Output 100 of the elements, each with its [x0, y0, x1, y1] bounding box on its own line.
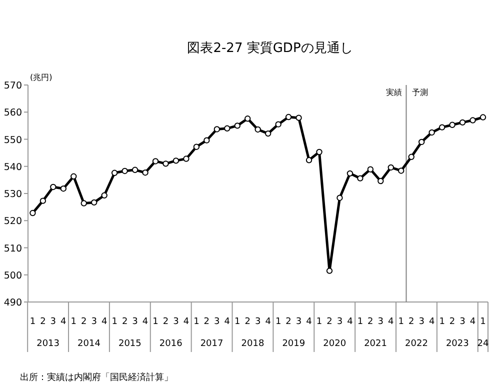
point [183, 156, 190, 162]
x-tick-label: 3 [214, 317, 220, 327]
point [152, 158, 159, 164]
x-tick-label: 3 [460, 317, 466, 327]
point [285, 114, 292, 120]
point [306, 157, 312, 164]
point [388, 164, 394, 171]
y-tick-label: 530 [4, 189, 22, 200]
x-tick-label: 3 [132, 317, 138, 327]
y-tick-label: 520 [4, 216, 22, 228]
text: 2022 [405, 339, 428, 349]
x-tick-label: 2 [408, 317, 414, 327]
point [91, 199, 98, 206]
x-tick-label: 2 [368, 317, 374, 327]
point [449, 122, 456, 128]
x-tick-label: 4 [142, 317, 148, 327]
x-tick-label: 2 [326, 317, 332, 327]
x-tick-label: 2 [204, 317, 210, 327]
point [132, 166, 138, 173]
point [224, 125, 230, 132]
x-tick-label: 4 [347, 317, 354, 327]
x-tick-label: 3 [418, 317, 424, 327]
text: 2021 [364, 339, 387, 349]
point [316, 148, 322, 156]
y-tick-label: 550 [4, 134, 22, 146]
text: 2019 [282, 339, 306, 349]
point [111, 170, 118, 176]
text: 2014 [78, 339, 101, 349]
y-tick-label: 510 [4, 243, 22, 254]
chart-title: 図表2-27 実質GDPの見通し [187, 40, 353, 56]
x-tick-label: 4 [470, 317, 476, 327]
x-tick-label: 4 [60, 317, 67, 327]
annotation: 予測 [412, 88, 428, 97]
x-tick-label: 4 [265, 317, 272, 327]
x-tick-label: 1 [275, 317, 282, 327]
x-tick-label: 1 [152, 317, 158, 327]
annotation: 実績 [386, 88, 402, 97]
x-tick-label: 2 [162, 317, 169, 327]
x-tick-label: 3 [173, 317, 179, 327]
y-tick-label: 500 [4, 270, 22, 282]
point [204, 137, 210, 144]
x-tick-label: 2 [122, 317, 128, 327]
x-tick-label: 2 [40, 317, 46, 327]
point [470, 117, 476, 124]
x-tick-label: 1 [70, 317, 77, 327]
x-tick-label: 3 [91, 317, 97, 327]
x-tick-label: 2 [244, 317, 250, 327]
x-tick-label: 4 [183, 317, 190, 327]
point [254, 126, 261, 133]
x-tick-label: 1 [398, 317, 404, 327]
x-tick-label: 1 [30, 317, 36, 327]
x-tick-label: 1 [357, 317, 364, 327]
x-tick-label: 4 [388, 317, 394, 327]
point [408, 154, 414, 160]
text: 2017 [200, 339, 224, 349]
x-tick-label: 3 [254, 317, 261, 327]
y-tick-label: 540 [4, 162, 22, 173]
point [438, 124, 446, 130]
x-tick-label: 2 [449, 317, 456, 327]
x-tick-label: 2 [81, 317, 87, 327]
point [459, 119, 466, 126]
x-tick-label: 1 [234, 317, 240, 327]
text: 出所：実績は内閣府「国民経済計算」 [20, 372, 173, 383]
point [244, 116, 251, 122]
point [214, 126, 220, 132]
x-tick-label: 4 [306, 317, 312, 327]
point [234, 122, 240, 129]
x-tick-label: 3 [336, 317, 343, 327]
point [172, 158, 180, 164]
point [367, 166, 374, 172]
x-tick-label: 1 [439, 317, 445, 327]
text: 2023 [446, 339, 469, 349]
x-tick-label: 3 [296, 317, 302, 327]
point [101, 192, 108, 198]
point [418, 138, 425, 146]
x-tick-label: 4 [224, 317, 230, 327]
x-tick-label: 4 [101, 317, 108, 327]
point [142, 170, 148, 176]
point [193, 144, 200, 150]
point [480, 114, 486, 120]
x-tick-label: 2 [286, 317, 292, 327]
text: 2013 [36, 339, 60, 349]
point [296, 114, 302, 121]
point [60, 186, 66, 192]
point [30, 210, 36, 216]
point [346, 170, 354, 177]
y-tick-label: 490 [4, 298, 22, 308]
text: 2018 [241, 339, 264, 349]
x-tick-label: 3 [378, 317, 384, 327]
x-tick-label: 1 [112, 317, 118, 327]
y-tick-label: 570 [4, 80, 22, 92]
y-tick-label: 560 [4, 108, 22, 119]
point [378, 178, 384, 184]
x-tick-label: 1 [194, 317, 200, 327]
text: 24 [477, 339, 489, 349]
y-axis-title: (兆円) [30, 73, 52, 82]
point [398, 168, 404, 174]
text: 2016 [159, 339, 183, 349]
point [40, 198, 46, 204]
x-tick-label: 4 [428, 317, 435, 327]
